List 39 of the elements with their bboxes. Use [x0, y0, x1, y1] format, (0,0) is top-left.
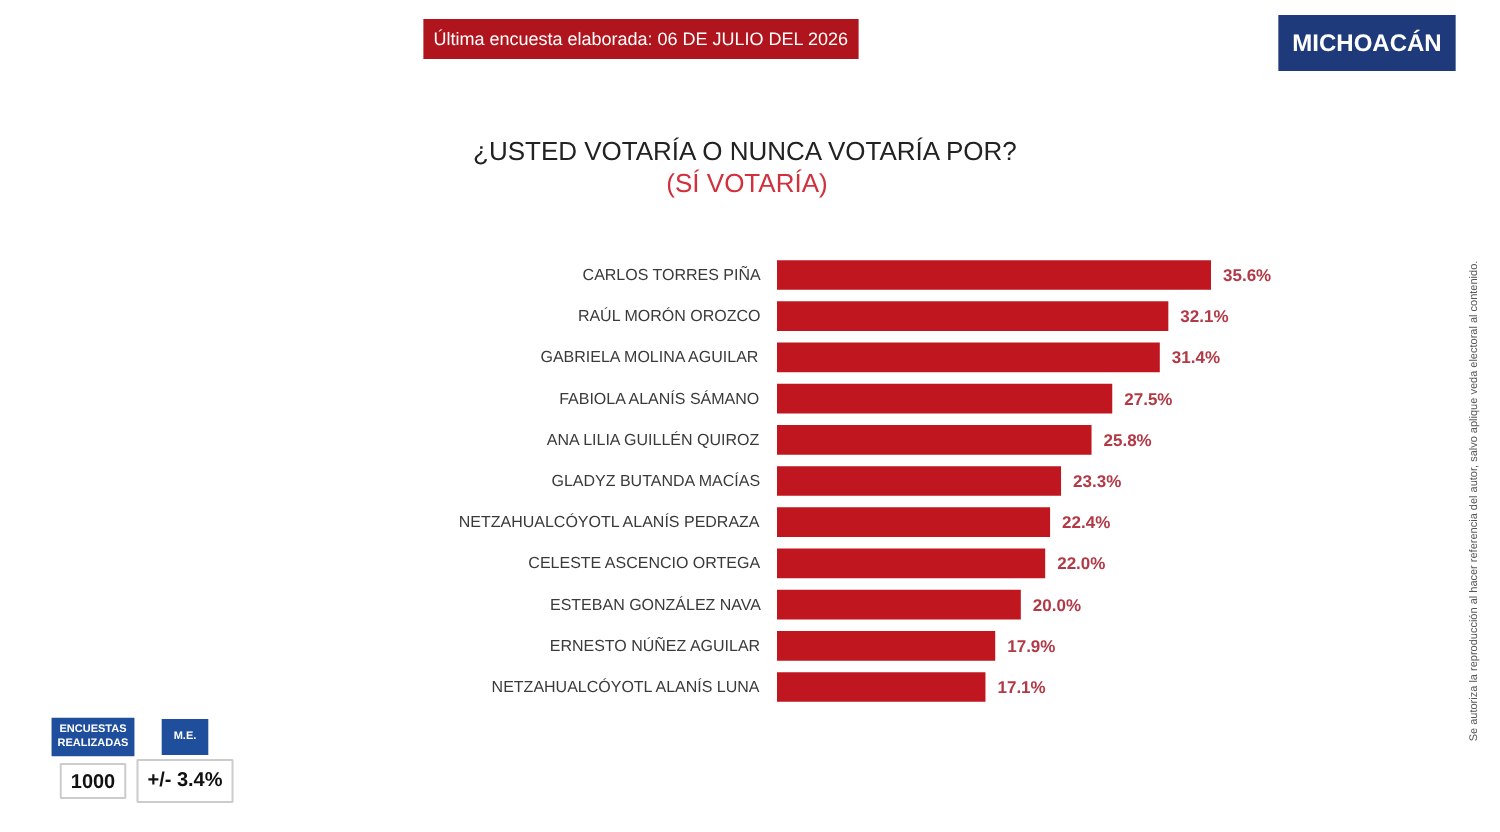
data-label: 25.8% [1103, 429, 1153, 450]
bar [777, 630, 996, 661]
data-label: 35.6% [1223, 265, 1273, 285]
y-tick-label: CARLOS TORRES PIÑA [582, 264, 763, 284]
chart-subtitle: (SÍ VOTARÍA) [666, 168, 828, 198]
data-label: 32.1% [1180, 306, 1230, 327]
chart-title: ¿USTED VOTARÍA O NUNCA VOTARÍA POR? [473, 136, 1017, 166]
bar [777, 507, 1051, 538]
text: MICHOACÁN [1292, 29, 1442, 57]
data-label: 20.0% [1032, 594, 1082, 615]
text: +/- 3.4% [147, 770, 223, 792]
y-tick-label: ANA LILIA GUILLÉN QUIROZ [546, 430, 760, 449]
bar [777, 672, 986, 702]
y-tick-label: FABIOLA ALANÍS SÁMANO [559, 389, 760, 408]
text: Última encuesta elaborada: 06 DE JULIO DEL 2026 [433, 29, 848, 49]
y-tick-label: ESTEBAN GONZÁLEZ NAVA [549, 595, 763, 614]
bar [777, 342, 1160, 373]
y-tick-label: ERNESTO NÚÑEZ AGUILAR [549, 634, 761, 655]
data-label: 22.0% [1057, 553, 1107, 574]
bar [777, 424, 1092, 455]
y-tick-label: RAÚL MORÓN OROZCO [577, 307, 761, 326]
bar [777, 260, 1211, 290]
bar [777, 466, 1062, 496]
data-label: 17.1% [997, 677, 1047, 697]
bar [777, 301, 1169, 332]
text: 1000 [70, 772, 117, 794]
bar [777, 589, 1021, 620]
data-label: 31.4% [1171, 347, 1221, 368]
data-label: 17.9% [1007, 635, 1057, 656]
data-label: 27.5% [1124, 388, 1174, 409]
y-tick-label: GABRIELA MOLINA AGUILAR [540, 348, 759, 367]
y-tick-label: GLADYZ BUTANDA MACÍAS [551, 472, 761, 490]
y-tick-label: NETZAHUALCÓYOTL ALANÍS PEDRAZA [458, 513, 761, 532]
y-tick-label: NETZAHUALCÓYOTL ALANÍS LUNA [491, 678, 761, 696]
y-tick-label: CELESTE ASCENCIO ORTEGA [528, 554, 762, 573]
data-label: 22.4% [1062, 512, 1112, 533]
bar [777, 548, 1046, 579]
bar [777, 383, 1113, 414]
data-label: 23.3% [1073, 471, 1123, 491]
